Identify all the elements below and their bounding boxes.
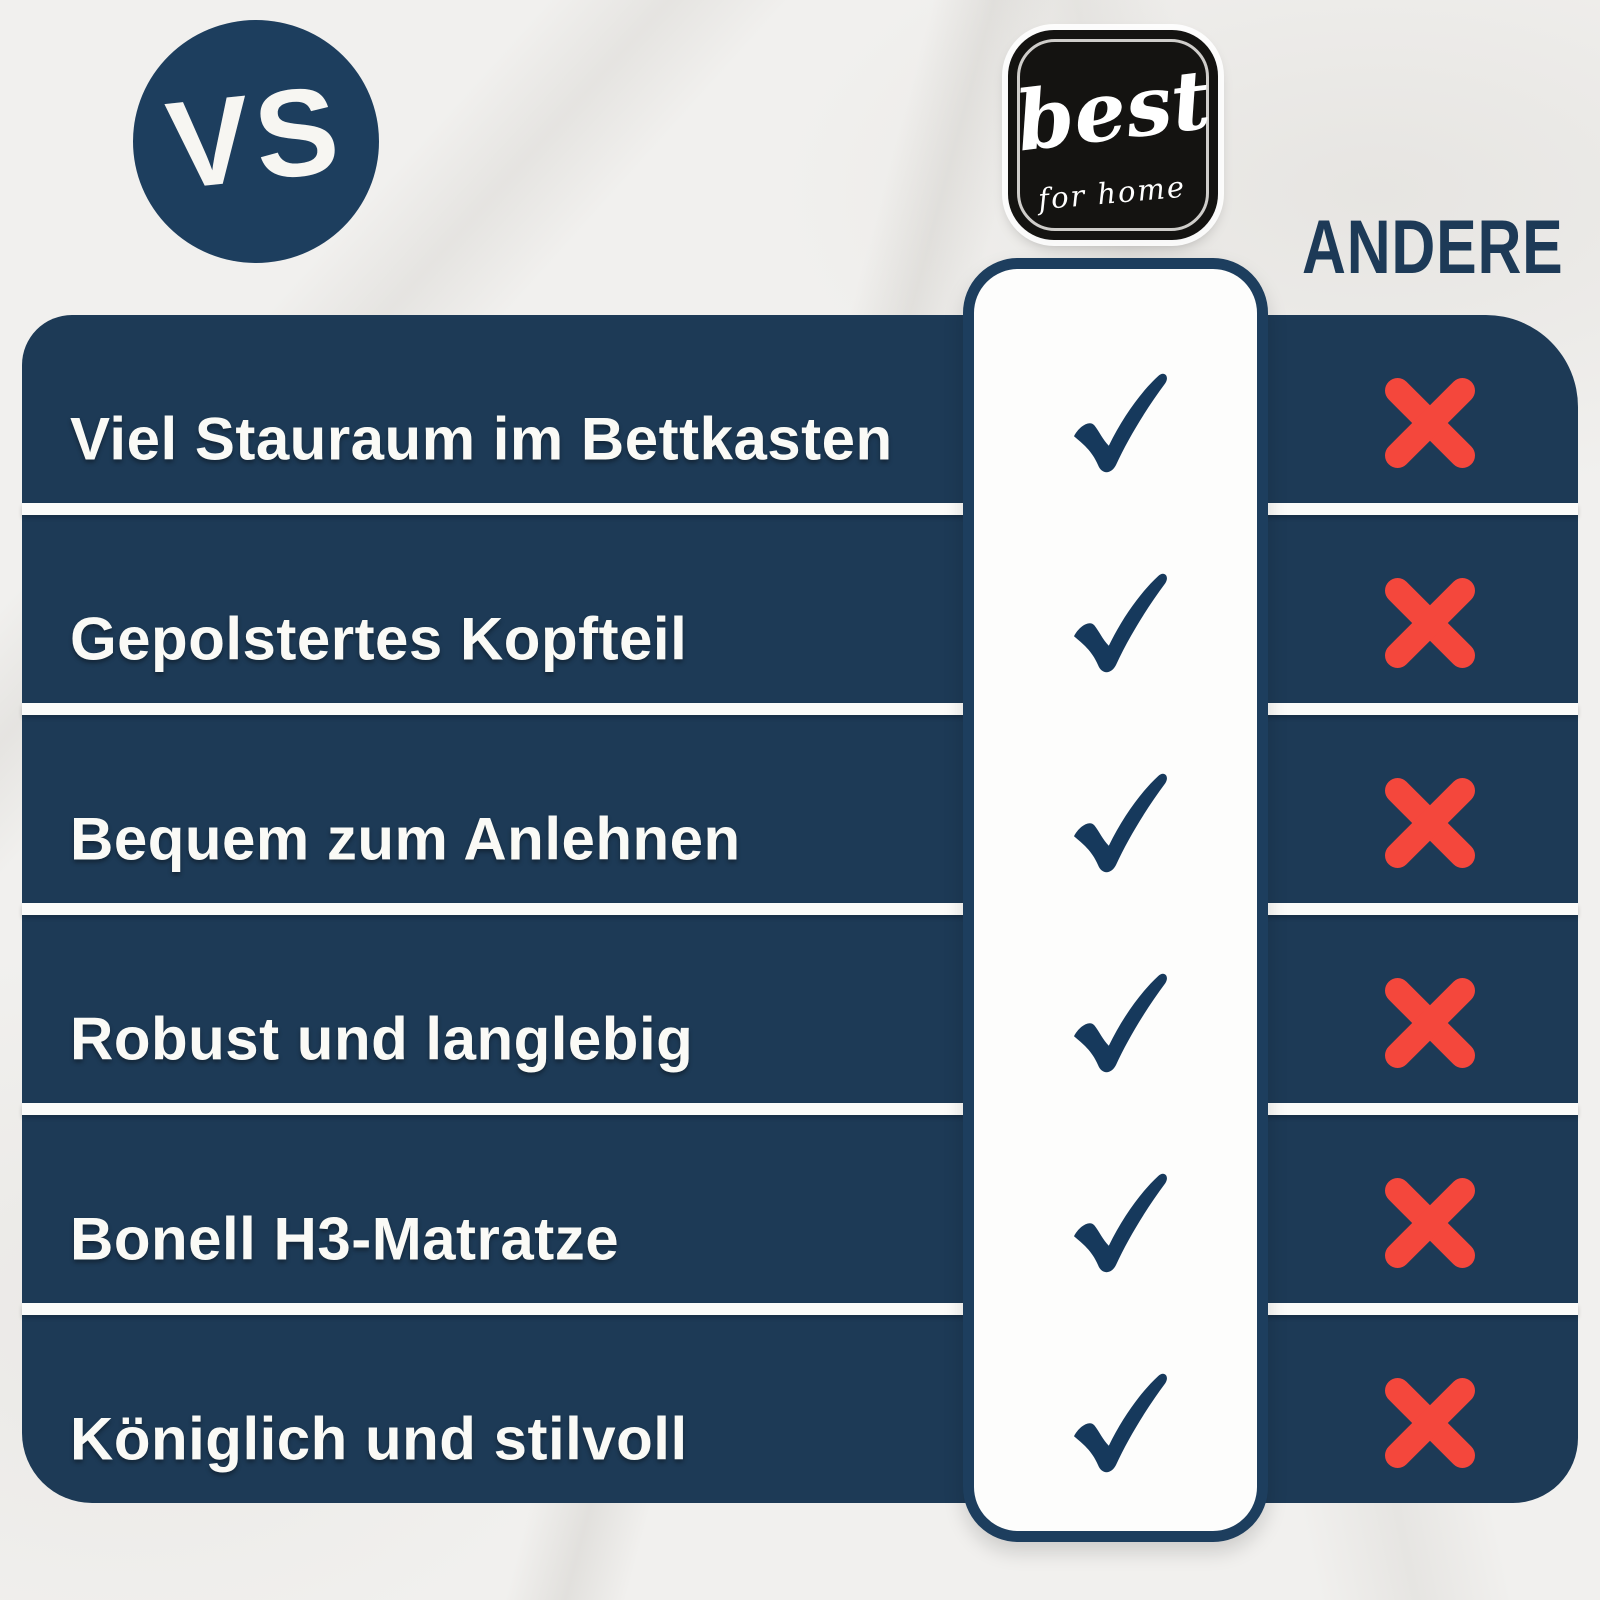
row-divider <box>22 1303 1578 1315</box>
cross-icon <box>1370 363 1490 483</box>
feature-row: Bequem zum Anlehnen <box>22 715 1578 903</box>
feature-row: Viel Stauraum im Bettkasten <box>22 315 1578 503</box>
row-divider <box>22 703 1578 715</box>
check-icon <box>1056 1363 1176 1483</box>
cross-icon <box>1370 763 1490 883</box>
vs-label: VS <box>161 59 351 216</box>
brand-check-column <box>963 258 1268 1542</box>
cross-icon <box>1370 1163 1490 1283</box>
feature-label: Bequem zum Anlehnen <box>70 805 741 873</box>
row-divider <box>22 903 1578 915</box>
feature-label: Viel Stauraum im Bettkasten <box>70 405 893 473</box>
comparison-table: Viel Stauraum im Bettkasten Gepolstertes… <box>22 315 1578 1503</box>
feature-row: Bonell H3-Matratze <box>22 1115 1578 1303</box>
brand-logo-border <box>1017 39 1209 231</box>
brand-name: best <box>1011 51 1215 171</box>
row-divider <box>22 503 1578 515</box>
feature-row: Königlich und stilvoll <box>22 1315 1578 1503</box>
feature-label: Bonell H3-Matratze <box>70 1205 620 1273</box>
cross-icon <box>1370 1363 1490 1483</box>
check-icon <box>1056 563 1176 683</box>
vs-badge: VS <box>133 20 379 263</box>
competitor-label: ANDERE <box>1302 205 1564 290</box>
cross-icon <box>1370 963 1490 1083</box>
brand-logo: best for home <box>1008 30 1218 240</box>
feature-row: Gepolstertes Kopfteil <box>22 515 1578 703</box>
feature-label: Königlich und stilvoll <box>70 1405 688 1473</box>
feature-label: Robust und langlebig <box>70 1005 694 1073</box>
row-divider <box>22 1103 1578 1115</box>
check-icon <box>1056 363 1176 483</box>
check-icon <box>1056 1163 1176 1283</box>
check-icon <box>1056 763 1176 883</box>
cross-icon <box>1370 563 1490 683</box>
feature-row: Robust und langlebig <box>22 915 1578 1103</box>
check-icon <box>1056 963 1176 1083</box>
feature-label: Gepolstertes Kopfteil <box>70 605 688 673</box>
